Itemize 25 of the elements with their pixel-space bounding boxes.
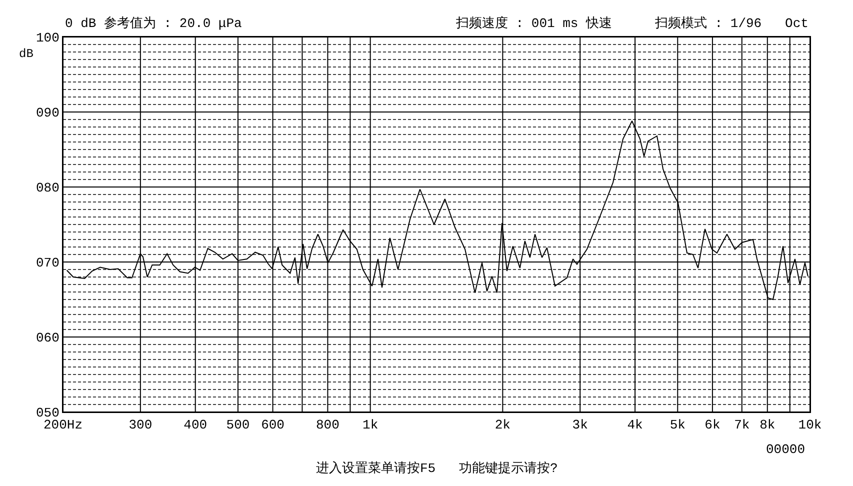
- y-tick-label: 070: [36, 256, 60, 271]
- x-tick-label: 10k: [798, 418, 822, 433]
- text: 0 dB 参考值为 : 20.0 μPa: [65, 16, 242, 31]
- x-tick-label: 8k: [760, 418, 776, 433]
- x-tick-label: 3k: [572, 418, 588, 433]
- x-tick-label: 2k: [494, 418, 511, 433]
- x-tick-label: 500: [226, 418, 250, 433]
- x-tick-label: 600: [261, 418, 284, 433]
- text: 扫频速度 : 001 ms 快速: [455, 15, 612, 31]
- y-axis-title: dB: [19, 47, 34, 61]
- x-tick-label: 800: [316, 418, 340, 433]
- x-tick-label: 4k: [627, 418, 644, 433]
- y-tick-label: 100: [36, 30, 60, 46]
- y-tick-label: 060: [36, 330, 60, 346]
- text: 进入设置菜单请按F5 功能键提示请按?: [316, 461, 558, 476]
- y-tick-label: 090: [36, 106, 60, 121]
- y-tick-label: 080: [36, 180, 60, 196]
- x-tick-label: 7k: [734, 418, 750, 433]
- x-tick-label: 400: [184, 418, 208, 433]
- text: 00000: [766, 442, 806, 457]
- x-tick-label: 1k: [362, 418, 378, 433]
- x-tick-label: 6k: [704, 418, 720, 433]
- text: 扫频模式 : 1/96 Oct: [654, 16, 808, 31]
- x-tick-label: 300: [128, 418, 152, 433]
- x-tick-label: 5k: [670, 418, 686, 433]
